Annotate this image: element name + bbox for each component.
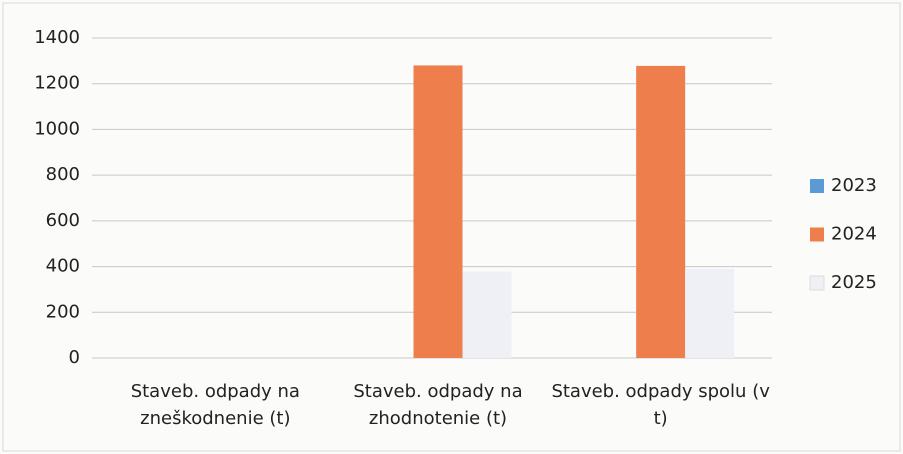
y-tick-label: 600: [46, 210, 80, 231]
y-tick-label: 800: [46, 164, 80, 185]
legend-swatch: [809, 275, 825, 291]
y-tick-label: 0: [69, 347, 80, 368]
legend-label: 2025: [831, 272, 877, 293]
legend-swatch: [810, 227, 824, 242]
legend-swatch: [810, 179, 824, 193]
bar: [462, 271, 512, 358]
bar: [636, 65, 686, 358]
legend-label: 2023: [831, 175, 877, 196]
y-tick-label: 400: [46, 256, 80, 277]
x-tick-label: Staveb. odpady na zhodnotenie (t): [353, 381, 523, 429]
x-tick-label: Staveb. odpady na zneškodnenie (t): [130, 381, 300, 429]
y-tick-label: 1000: [34, 118, 80, 139]
legend-label: 2024: [831, 224, 877, 245]
y-tick-label: 1400: [34, 27, 80, 48]
bar: [413, 65, 463, 358]
y-tick-label: 200: [46, 301, 80, 322]
y-tick-label: 1200: [34, 73, 80, 94]
bar: [685, 268, 735, 358]
x-tick-label: Staveb. odpady spolu (v t): [551, 381, 770, 429]
